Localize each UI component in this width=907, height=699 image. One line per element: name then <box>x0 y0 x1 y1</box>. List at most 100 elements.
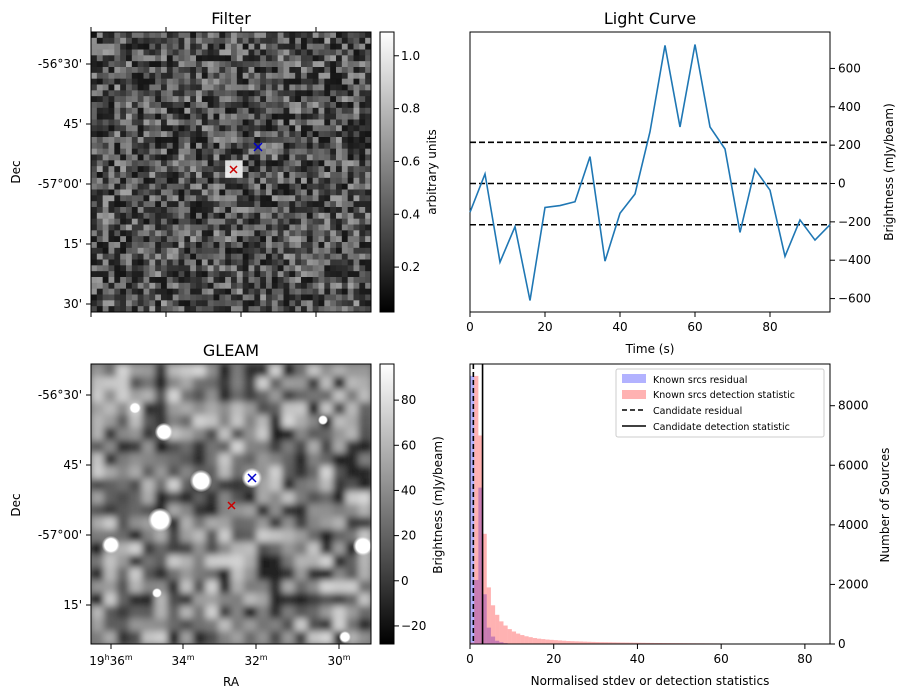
filter-pixel <box>207 55 214 62</box>
filter-pixel <box>114 212 121 220</box>
filter-pixel <box>143 107 150 115</box>
filter-pixel <box>201 90 209 97</box>
gleam-pixel <box>256 364 270 378</box>
gleam-pixel <box>218 376 232 390</box>
filter-pixel <box>330 236 337 243</box>
gleam-xlabel: RA <box>223 675 240 689</box>
filter-pixel <box>277 166 284 173</box>
filter-pixel <box>277 224 284 231</box>
filter-pixel <box>231 154 238 161</box>
filter-pixel <box>365 160 372 167</box>
filter-pixel <box>248 107 255 115</box>
filter-pixel <box>330 177 337 185</box>
lightcurve-ytick-label: −400 <box>838 253 871 267</box>
filter-pixel <box>178 113 185 120</box>
filter-pixel <box>91 43 98 50</box>
filter-pixel <box>126 306 133 313</box>
filter-pixel <box>365 218 372 225</box>
filter-pixel <box>341 271 349 278</box>
filter-pixel <box>155 78 162 85</box>
filter-pixel <box>143 102 150 109</box>
filter-pixel <box>306 160 314 167</box>
filter-pixel <box>312 306 319 313</box>
filter-pixel <box>283 195 290 202</box>
filter-pixel <box>178 259 185 266</box>
filter-pixel <box>225 271 232 278</box>
filter-pixel <box>260 242 267 249</box>
filter-pixel <box>295 172 302 179</box>
histogram-bar-detection <box>583 641 588 644</box>
filter-pixel <box>242 201 249 208</box>
filter-pixel <box>120 125 127 132</box>
filter-pixel <box>196 107 203 115</box>
filter-pixel <box>172 90 179 97</box>
filter-pixel <box>190 212 197 220</box>
gleam-pixel <box>256 554 270 569</box>
filter-pixel <box>207 201 214 208</box>
filter-pixel <box>190 32 197 39</box>
filter-pixel <box>96 294 104 301</box>
filter-pixel <box>254 137 261 144</box>
filter-pixel <box>149 137 156 144</box>
gleam-pixel <box>167 453 181 467</box>
filter-pixel <box>277 212 284 220</box>
filter-pixel <box>301 189 308 196</box>
filter-pixel <box>126 277 133 284</box>
filter-pixel <box>318 131 325 138</box>
filter-pixel <box>347 113 354 120</box>
filter-pixel <box>137 230 144 237</box>
filter-pixel <box>190 160 197 167</box>
gleam-pixel <box>281 453 296 467</box>
filter-pixel <box>166 67 174 74</box>
filter-pixel <box>114 207 121 214</box>
filter-pixel <box>365 201 372 208</box>
lightcurve-frame <box>469 31 831 313</box>
filter-pixel <box>108 67 115 74</box>
filter-pixel <box>266 265 273 272</box>
colorbar-tick-label: 20 <box>401 529 416 543</box>
filter-pixel <box>219 166 226 173</box>
filter-pixel <box>102 37 109 45</box>
filter-pixel <box>283 207 290 214</box>
filter-pixel <box>114 125 121 132</box>
filter-pixel <box>260 32 267 39</box>
filter-pixel <box>131 49 139 56</box>
filter-pixel <box>330 207 337 214</box>
filter-pixel <box>131 207 139 214</box>
filter-pixel <box>312 183 319 190</box>
filter-pixel <box>289 148 296 155</box>
gleam-pixel <box>345 389 359 403</box>
filter-pixel <box>271 78 279 85</box>
filter-pixel <box>318 154 325 161</box>
filter-pixel <box>341 259 349 266</box>
gleam-pixel <box>154 631 168 644</box>
filter-pixel <box>312 160 319 167</box>
filter-pixel <box>359 37 366 45</box>
filter-pixel <box>166 49 174 56</box>
filter-pixel <box>248 306 255 313</box>
filter-pixel <box>318 37 325 45</box>
filter-pixel <box>161 224 168 231</box>
filter-pixel <box>149 107 156 115</box>
gleam-pixel <box>332 593 347 607</box>
filter-pixel <box>248 172 255 179</box>
filter-pixel <box>143 277 150 284</box>
filter-pixel <box>266 43 273 50</box>
gleam-pixel <box>294 465 308 480</box>
gleam-pixel <box>358 567 371 581</box>
filter-pixel <box>231 212 238 220</box>
filter-pixel <box>166 107 174 115</box>
filter-pixel <box>277 154 284 161</box>
gleam-pixel <box>320 542 334 556</box>
filter-pixel <box>196 119 203 126</box>
filter-pixel <box>242 72 249 80</box>
filter-pixel <box>137 107 144 115</box>
filter-pixel <box>289 177 296 185</box>
filter-pixel <box>196 137 203 144</box>
filter-pixel <box>108 125 115 132</box>
gleam-pixel <box>218 402 232 416</box>
filter-pixel <box>219 277 226 284</box>
filter-pixel <box>108 300 115 307</box>
filter-pixel <box>254 72 261 80</box>
